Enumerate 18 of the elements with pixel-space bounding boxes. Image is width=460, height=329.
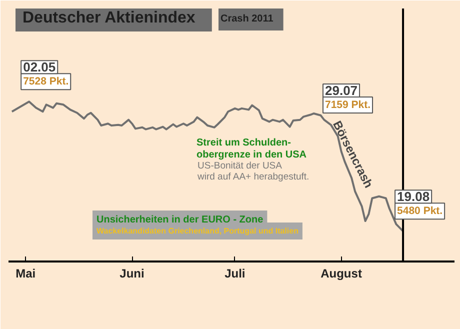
data-label: 7159 Pkt. bbox=[324, 98, 371, 111]
annotation: 29.07 bbox=[324, 82, 358, 98]
x-tick-label: Juni bbox=[120, 266, 144, 280]
annotation: wird auf AA+ herabgestuft. bbox=[196, 172, 310, 182]
chart-title: Deutscher Aktienindex bbox=[22, 10, 196, 26]
data-label: 5480 Pkt. bbox=[397, 205, 443, 218]
annotation: 19.08 bbox=[397, 189, 430, 204]
annotation: US-Bonität der USA bbox=[198, 160, 283, 172]
annotation: obergrenze in den USA bbox=[196, 150, 307, 160]
x-tick-label: Juli bbox=[224, 266, 246, 280]
data-label: 7528 Pkt. bbox=[23, 76, 69, 88]
annotation: Unsicherheiten in der EURO - Zone bbox=[96, 214, 264, 226]
x-tick-label: August bbox=[320, 266, 362, 280]
text: Crash 2011 bbox=[220, 14, 274, 24]
annotation: Wackelkandidaten Griechenland, Portugal und Italien bbox=[96, 226, 299, 236]
annotation: 02.05 bbox=[23, 60, 56, 75]
annotation: Streit um Schulden- bbox=[196, 138, 291, 148]
x-tick-label: Mai bbox=[16, 266, 36, 280]
